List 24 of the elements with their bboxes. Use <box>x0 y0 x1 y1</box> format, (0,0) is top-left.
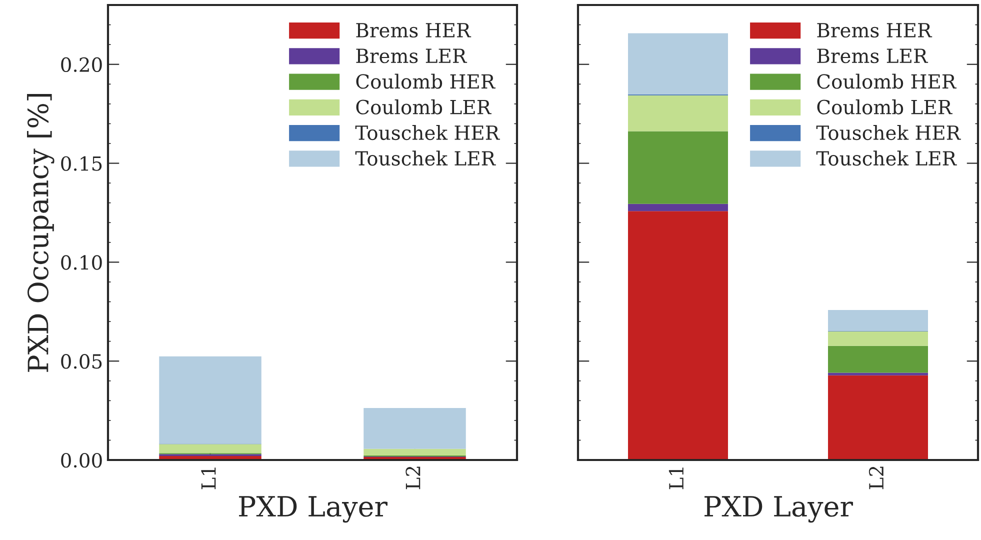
x-axis-title: PXD Layer <box>239 496 388 523</box>
legend-label: Coulomb HER <box>817 74 957 89</box>
y-tick-label: 0.05 <box>61 354 102 369</box>
y-tick-label: 0.20 <box>61 57 102 72</box>
x-tick-label: L2 <box>868 466 884 490</box>
legend-label: Brems LER <box>817 48 928 64</box>
x-tick-label: L1 <box>668 468 684 490</box>
legend-label: Brems LER <box>356 48 468 64</box>
x-tick-label: L1 <box>201 468 216 490</box>
legend-label: Brems HER <box>817 23 932 38</box>
y-tick-label: 0.10 <box>61 255 102 270</box>
y-tick-label: 0.15 <box>61 156 102 171</box>
legend-label: Touschek HER <box>355 125 500 140</box>
legend-label: Coulomb LER <box>356 99 492 114</box>
x-tick-label: L2 <box>406 466 420 490</box>
legend-label: Touschek LER <box>816 150 957 166</box>
legend-label: Brems HER <box>356 23 472 38</box>
y-axis-title: PXD Occupancy [%] <box>27 94 54 372</box>
x-axis-title: PXD Layer <box>704 496 853 523</box>
legend-label: Touschek LER <box>355 150 496 166</box>
legend-label: Coulomb LER <box>817 99 952 114</box>
y-tick-label: 0.00 <box>61 452 102 468</box>
legend-label: Touschek HER <box>816 125 961 140</box>
legend-label: Coulomb HER <box>356 74 496 89</box>
